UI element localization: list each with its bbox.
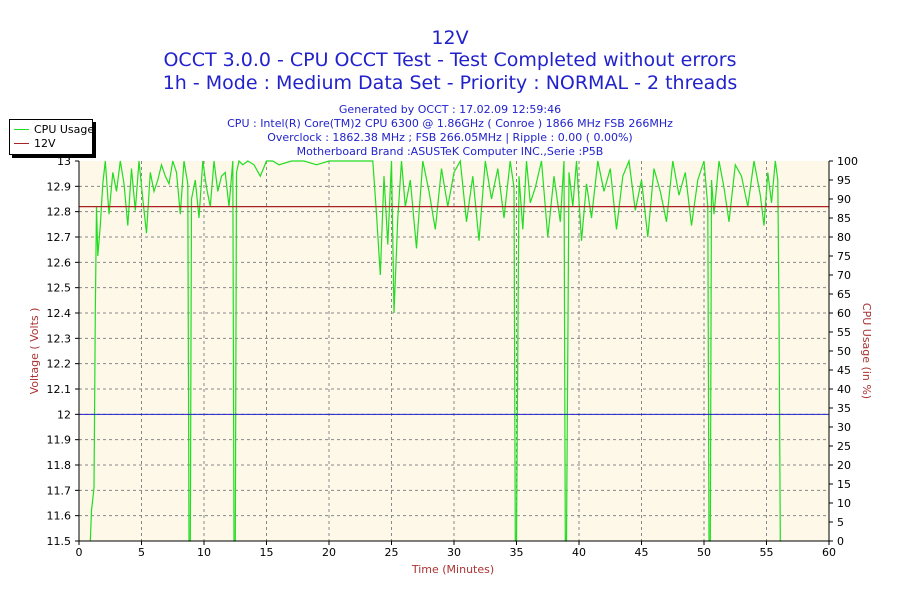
y-tick-label: 13 <box>57 155 71 168</box>
x-tick-label: 15 <box>260 546 274 559</box>
y2-tick-label: 30 <box>837 421 851 434</box>
y2-tick-label: 0 <box>837 535 844 548</box>
info-overclock: Overclock : 1862.38 MHz ; FSB 266.05MHz … <box>267 131 633 144</box>
y2-tick-label: 45 <box>837 364 851 377</box>
y2-tick-label: 50 <box>837 345 851 358</box>
y-tick-label: 12 <box>57 408 71 421</box>
y2-tick-label: 15 <box>837 478 851 491</box>
y2-tick-label: 35 <box>837 402 851 415</box>
info-motherboard: Motherboard Brand :ASUSTeK Computer INC.… <box>296 145 604 158</box>
y-tick-label: 12.7 <box>47 231 72 244</box>
x-tick-label: 55 <box>760 546 774 559</box>
y-tick-label: 12.4 <box>47 307 72 320</box>
x-tick-label: 25 <box>385 546 399 559</box>
info-generated: Generated by OCCT : 17.02.09 12:59:46 <box>338 103 562 116</box>
x-tick-label: 20 <box>322 546 336 559</box>
y2-tick-label: 80 <box>837 231 851 244</box>
legend-label-12v: 12V <box>34 137 56 150</box>
y2-axis-label: CPU Usage (in %) <box>860 303 873 399</box>
y2-tick-label: 40 <box>837 383 851 396</box>
y-tick-label: 12.9 <box>47 180 72 193</box>
x-tick-label: 30 <box>447 546 461 559</box>
y2-tick-label: 75 <box>837 250 851 263</box>
y-tick-label: 12.3 <box>47 332 72 345</box>
x-tick-label: 50 <box>697 546 711 559</box>
y2-tick-label: 60 <box>837 307 851 320</box>
y-tick-label: 11.9 <box>47 434 72 447</box>
y-axis-label: Voltage ( Volts ) <box>28 308 41 395</box>
chart-title: 12V <box>431 27 469 49</box>
x-tick-label: 35 <box>510 546 524 559</box>
y2-tick-label: 70 <box>837 269 851 282</box>
chart-subtitle-test: OCCT 3.0.0 - CPU OCCT Test - Test Comple… <box>163 49 737 71</box>
x-tick-label: 60 <box>822 546 836 559</box>
y2-tick-label: 5 <box>837 516 844 529</box>
x-tick-label: 0 <box>76 546 83 559</box>
y-tick-label: 12.6 <box>47 256 72 269</box>
x-tick-label: 10 <box>197 546 211 559</box>
x-tick-label: 45 <box>635 546 649 559</box>
legend-swatch-cpu-usage <box>14 129 29 130</box>
x-tick-label: 5 <box>138 546 145 559</box>
plot-area <box>79 161 829 541</box>
y2-tick-label: 90 <box>837 193 851 206</box>
y2-tick-label: 25 <box>837 440 851 453</box>
y2-tick-label: 55 <box>837 326 851 339</box>
y-tick-label: 12.2 <box>47 358 72 371</box>
legend-swatch-12v <box>14 143 29 144</box>
y-tick-label: 12.5 <box>47 282 72 295</box>
legend: CPU Usage 12V <box>9 119 95 155</box>
chart-subtitle-mode: 1h - Mode : Medium Data Set - Priority :… <box>162 72 738 94</box>
series-line-cpu-usage <box>89 158 782 542</box>
y-tick-label: 11.7 <box>47 484 72 497</box>
x-axis-label: Time (Minutes) <box>411 563 494 576</box>
y-tick-label: 11.6 <box>47 510 72 523</box>
y-tick-label: 11.5 <box>47 535 72 548</box>
y2-tick-label: 85 <box>837 212 851 225</box>
y-tick-label: 12.1 <box>47 383 72 396</box>
legend-label-cpu-usage: CPU Usage <box>34 123 95 136</box>
y2-tick-label: 10 <box>837 497 851 510</box>
y-tick-label: 11.8 <box>47 459 72 472</box>
y2-tick-label: 65 <box>837 288 851 301</box>
y2-tick-label: 95 <box>837 174 851 187</box>
info-cpu: CPU : Intel(R) Core(TM)2 CPU 6300 @ 1.86… <box>227 117 673 130</box>
x-tick-label: 40 <box>572 546 586 559</box>
y2-tick-label: 20 <box>837 459 851 472</box>
y-tick-label: 12.8 <box>47 206 72 219</box>
y2-tick-label: 100 <box>837 155 858 168</box>
